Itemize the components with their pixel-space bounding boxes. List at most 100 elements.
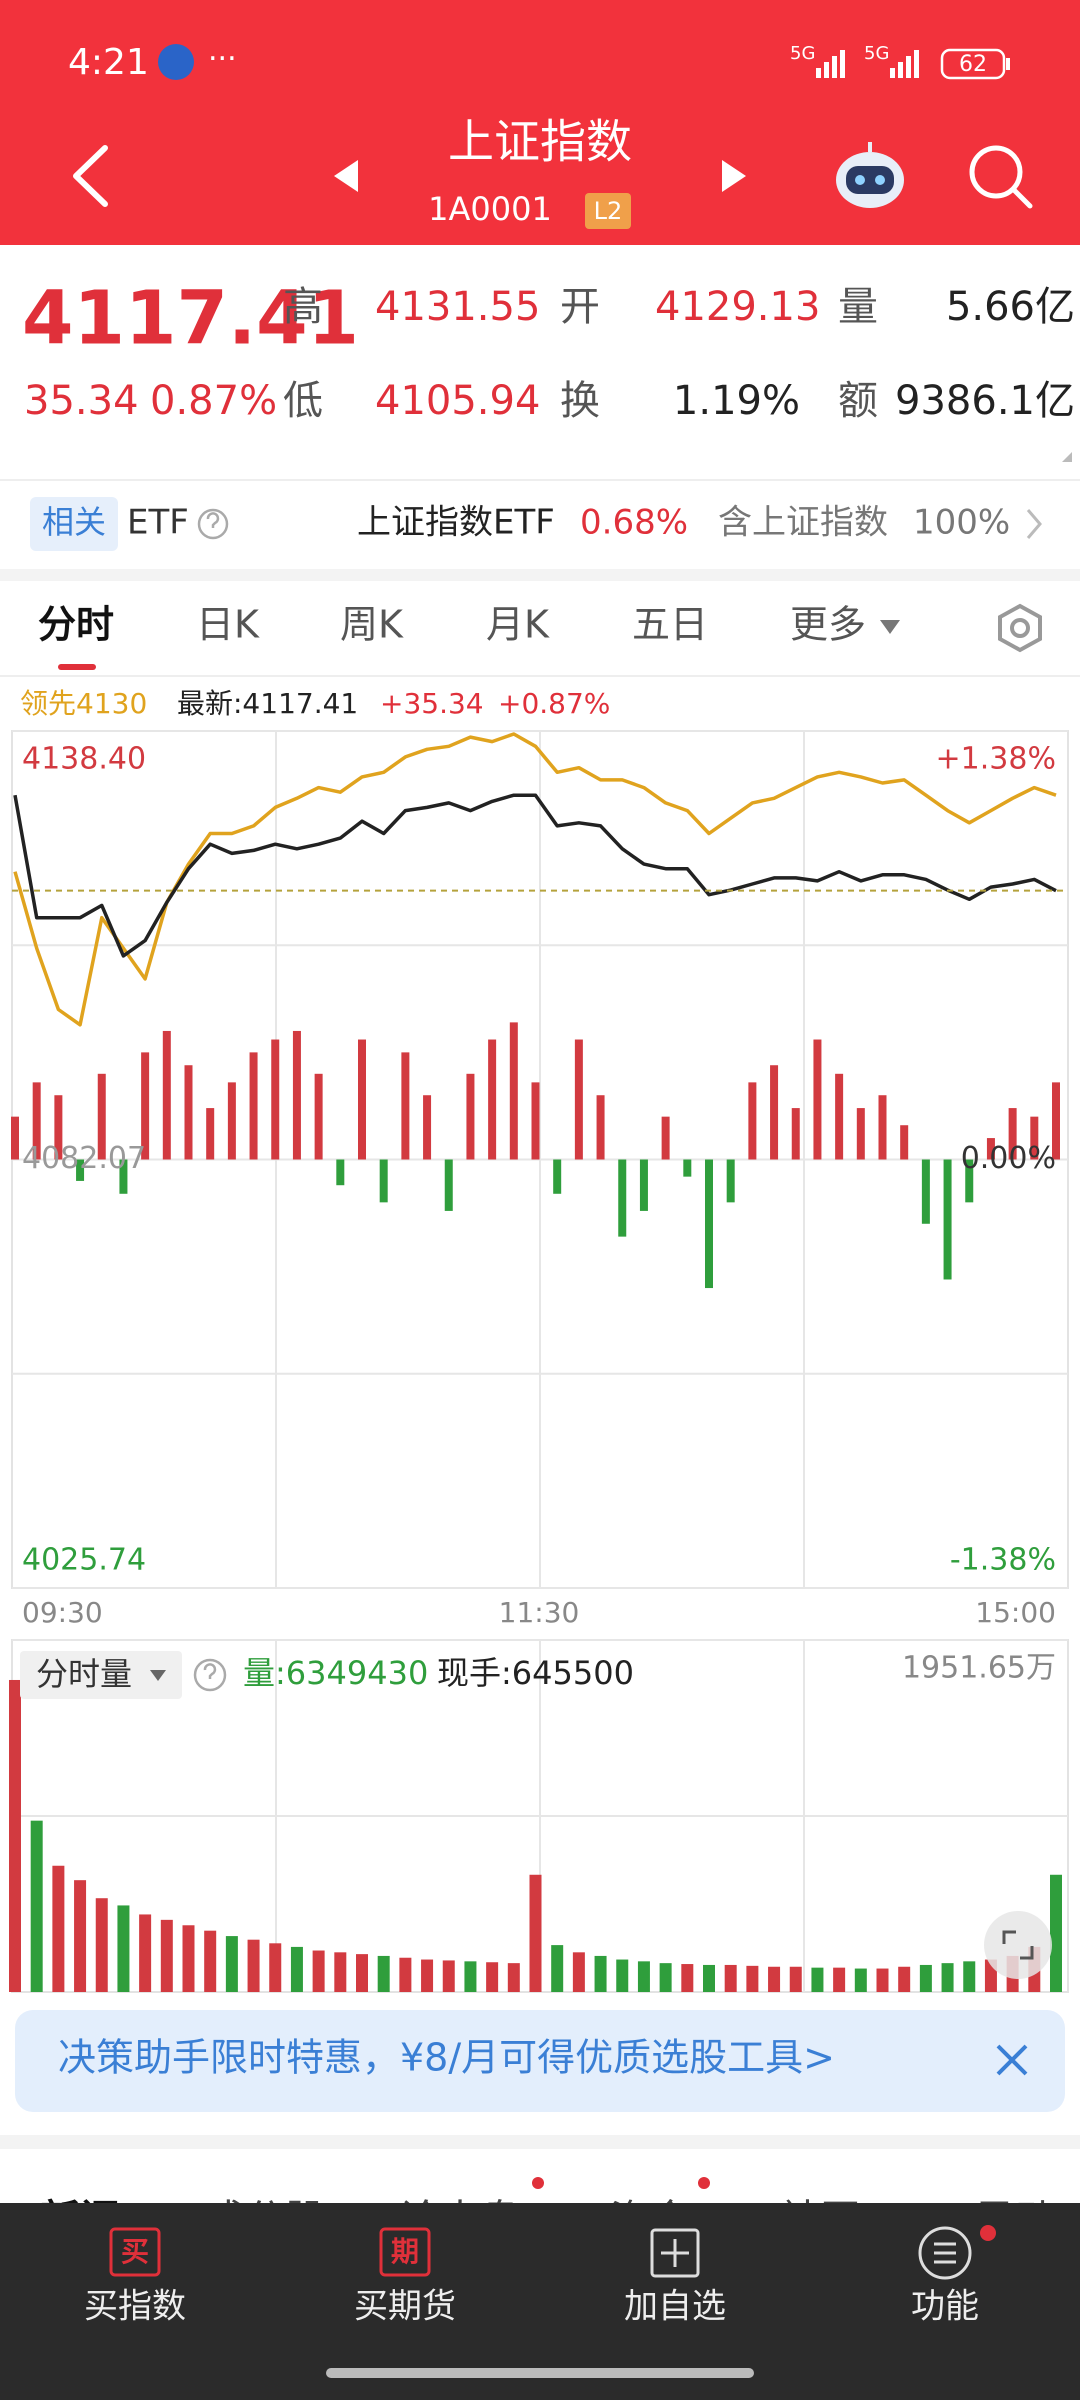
breadth-bar [206,1108,215,1160]
volume-bar [9,1679,21,1992]
breadth-bar [292,1030,301,1160]
field-label: 高 [283,284,323,330]
volume-bar [95,1898,108,1992]
chart-tab[interactable]: 日K [196,603,260,647]
promo-text[interactable]: 决策助手限时特惠，¥8/月可得优质选股工具> [58,2036,835,2080]
indicator-select[interactable] [20,1651,182,1699]
volume-bar [789,1966,802,1992]
assistant-icon[interactable] [836,142,904,208]
breadth-bar [314,1073,323,1160]
volume-bar [204,1930,217,1992]
volume-bar [768,1966,781,1992]
fullscreen-button[interactable] [984,1911,1052,1979]
volume-bar [117,1905,130,1992]
next-button[interactable] [722,160,746,192]
volume-bar [681,1964,694,1992]
x-tick-label: 11:30 [499,1596,580,1629]
breadth-bar [76,1159,85,1181]
volume-bar [854,1968,867,1992]
breadth-bar [466,1073,475,1160]
help-icon[interactable] [197,508,229,540]
last-price: 4117.41 [22,276,359,362]
volume-bar [225,1936,238,1992]
etf-holding: 100% [913,503,1010,543]
field-label: 量 [838,284,878,330]
prev-button[interactable] [334,160,358,192]
nav-label[interactable]: 买指数 [84,2287,186,2327]
chart-tab[interactable]: 更多 [790,603,866,647]
etf-chevron[interactable] [1026,509,1042,539]
promo-banner[interactable] [15,2010,1065,2112]
volume-bar [247,1939,260,1992]
breadth-bar [943,1159,952,1280]
etf-change: 0.68% [580,503,688,543]
breadth-bar [705,1159,713,1289]
chart-tab[interactable]: 周K [340,603,404,647]
expand-corner[interactable] [1062,452,1072,462]
breadth-bar [444,1159,453,1211]
battery [940,48,1006,80]
battery-tip [1006,58,1010,70]
field-value: 5.66亿 [946,284,1075,330]
breadth-bar [1052,1082,1060,1160]
volume-bar [876,1968,889,1992]
volume-bar [941,1963,954,1992]
home-indicator [326,2368,754,2378]
x-tick-label: 09:30 [22,1596,103,1629]
badge-bg [585,193,631,229]
field-label: 额 [838,378,878,424]
price-line [13,732,1057,1027]
nav-label[interactable]: 功能 [911,2287,979,2327]
breadth-bar [574,1039,583,1160]
etf-holding-label: 含上证指数 [718,503,888,543]
breadth-bar [271,1039,280,1160]
chart-tab[interactable]: 月K [486,603,550,647]
nav-icon[interactable] [109,2227,161,2277]
badge-dot [532,2177,544,2189]
breadth-bar [97,1073,106,1160]
volume-current: 现手:645500 [437,1654,634,1692]
breadth-bar [726,1159,735,1203]
breadth-bar [965,1159,974,1203]
breadth-bar [748,1082,757,1160]
volume-bar [919,1964,932,1992]
nav-label[interactable]: 买期货 [354,2287,456,2327]
etf-name[interactable]: 上证指数ETF [357,503,555,543]
field-value: 4131.55 [375,284,540,330]
app-icon [158,44,194,80]
volume-bar [594,1955,607,1992]
nav-label[interactable]: 加自选 [624,2287,726,2327]
back-button[interactable] [73,145,108,207]
breadth-bar [1030,1116,1039,1160]
breadth-bar [162,1030,171,1160]
breadth-bar [119,1159,128,1194]
field-value: 9386.1亿 [895,378,1075,424]
indicator-arrow[interactable] [150,1670,166,1681]
battery-level: 62 [959,52,987,77]
nav-icon[interactable] [650,2228,700,2278]
y-tick-label: 0.00% [961,1141,1056,1176]
volume-bar [507,1963,520,1992]
volume-bar [52,1865,65,1992]
chart-tab[interactable]: 五日 [632,603,708,647]
settings-button[interactable] [998,603,1042,653]
search-button[interactable] [969,145,1033,209]
volume-bar [551,1945,564,1992]
price-change-pct: 0.87% [150,378,277,424]
stock-code: 1A0001 [428,190,552,228]
signal-label: 5G [790,43,815,64]
volume-bar [442,1960,455,1992]
chart-tab[interactable]: 分时 [38,603,114,647]
breadth-bar [618,1159,627,1237]
nav-icon[interactable] [379,2227,431,2277]
header-bg [0,0,1080,245]
more-arrow[interactable] [880,620,900,634]
breadth-bar [141,1052,150,1160]
indicator-name[interactable]: 分时量 [36,1655,132,1693]
breadth-bar [249,1052,258,1160]
help-icon [203,1663,217,1679]
section-gap [0,2135,1080,2149]
close-banner[interactable] [996,2044,1028,2076]
nav-icon[interactable] [918,2226,972,2280]
help-icon[interactable] [193,1658,227,1692]
